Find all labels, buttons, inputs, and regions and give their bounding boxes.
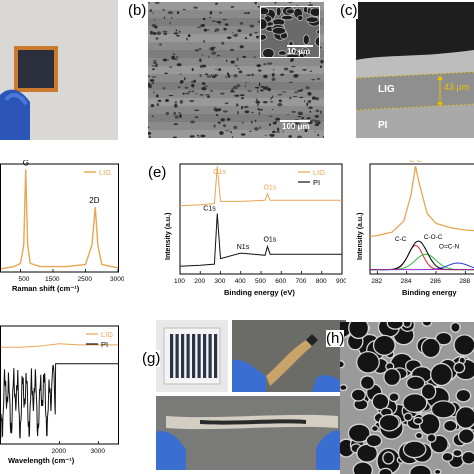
- xps-tick-label: 800: [316, 278, 327, 285]
- sem-cross-section-image: [356, 2, 474, 138]
- raman-chart: LIG G 2D 500 1500 2500 3000 Raman shift (cm⁻¹): [0, 160, 124, 300]
- raman-peak-label: G: [23, 160, 29, 167]
- thickness-label: 43 μm: [444, 82, 470, 92]
- panel-label-g: (g): [142, 350, 161, 367]
- layer-label-lig: LIG: [378, 84, 395, 95]
- photo-lig-sample-art: [0, 0, 118, 140]
- sem-cross-section-panel: LIG PI 43 μm: [356, 2, 474, 138]
- panel-label-c: (c): [340, 2, 358, 19]
- main-scale-label: 100 μm: [282, 122, 310, 131]
- sem-pores-panel: [340, 322, 474, 474]
- xps-line-lig: [179, 166, 342, 207]
- c1s-frame: [369, 163, 474, 275]
- xps-c1s-chart: C-C C-C C-O-C O=C-N 282 284 286 288 Intensity (…: [354, 160, 474, 300]
- c1s-peak-label: O=C-N: [439, 244, 460, 251]
- c1s-fit-ocn: [370, 262, 474, 271]
- panel-label-b: (b): [128, 2, 147, 19]
- xps-peak-label: C1s: [203, 206, 216, 213]
- c1s-peak-label: C-C: [409, 160, 421, 164]
- raman-tick-label: 3000: [110, 276, 124, 283]
- ftir-xlabel: Wavelength (cm⁻¹): [8, 456, 75, 465]
- c1s-tick-label: 282: [371, 278, 382, 285]
- xps-tick-label: 500: [255, 278, 266, 285]
- gloved-hand: [0, 89, 30, 140]
- ftir-chart: LIG PI 2000 3000 Wavelength (cm⁻¹): [0, 322, 124, 474]
- c1s-tick-label: 286: [430, 278, 441, 285]
- ftir-line-pi: [0, 363, 118, 439]
- xps-peak-label: O1s: [263, 237, 276, 244]
- c1s-fit-coc: [369, 253, 474, 271]
- raman-legend-label: LIG: [99, 168, 111, 177]
- layer-label-pi: PI: [378, 120, 388, 131]
- c1s-peak-label: C-O-C: [424, 234, 443, 241]
- xps-tick-label: 600: [275, 278, 286, 285]
- c1s-peak-label: C-C: [395, 236, 407, 243]
- photo-flexible-strip: [156, 396, 346, 470]
- xps-line-pi: [179, 213, 342, 267]
- sem-inset: 10 μm: [260, 6, 320, 58]
- main-scale-bar: [280, 120, 310, 122]
- raman-tick-label: 2500: [78, 276, 93, 283]
- panel-label-e: (e): [148, 164, 167, 181]
- panel-label-h: (h): [326, 330, 345, 347]
- ftir-legend-label-pi: PI: [101, 340, 108, 349]
- xps-tick-label: 300: [215, 278, 226, 285]
- sem-pores-image: [340, 322, 474, 474]
- xps-peak-label: N1s: [237, 244, 250, 251]
- c1s-line-lig: [369, 166, 474, 238]
- ftir-tick-label: 3000: [91, 448, 106, 455]
- xps-tick-label: 100: [174, 278, 185, 285]
- raman-tick-label: 500: [19, 276, 30, 283]
- ftir-tick-label: 2000: [52, 448, 67, 455]
- photo-lig-sample: [0, 0, 118, 140]
- raman-frame: [0, 163, 119, 273]
- raman-line-lig: [0, 169, 119, 270]
- device-photos: [156, 320, 346, 470]
- xps-c1s-plot: C-C C-C C-O-C O=C-N 282 284 286 288: [369, 160, 474, 285]
- xps-legend-label-pi: PI: [313, 178, 320, 187]
- xps-peak-label: C1s: [213, 169, 226, 176]
- xps-survey-chart: LIG PI C1s O1s C1s N1s O1s 100 200 300 400 500 600 70…: [160, 160, 346, 300]
- raman-tick-label: 1500: [45, 276, 60, 283]
- raman-xlabel: Raman shift (cm⁻¹): [12, 284, 80, 293]
- raman-peak-label: 2D: [89, 196, 99, 205]
- xps-tick-label: 900: [336, 278, 346, 285]
- xps-xlabel: Binding energy (eV): [224, 288, 295, 297]
- c1s-xlabel: Binding energy: [402, 288, 457, 297]
- lig-square: [18, 50, 54, 88]
- sem-surface-image: [148, 2, 324, 138]
- sem-surface-panel: 10 μm 100 μm: [148, 2, 324, 138]
- xps-tick-label: 700: [296, 278, 307, 285]
- c1s-ylabel: Intensity (a.u.): [357, 212, 364, 260]
- inset-scale-bar: [287, 45, 313, 47]
- sem-inset-image: [261, 7, 319, 57]
- xps-tick-label: 200: [194, 278, 205, 285]
- ftir-legend-label-lig: LIG: [101, 330, 113, 339]
- xps-ylabel: Intensity (a.u.): [165, 212, 172, 260]
- xps-peak-label: O1s: [263, 185, 276, 192]
- c1s-tick-label: 284: [401, 278, 412, 285]
- device-photos-panel: [156, 320, 346, 470]
- raman-plot: LIG G 2D 500 1500 2500 3000: [0, 160, 124, 283]
- ftir-line-lig: [1, 343, 118, 348]
- c1s-tick-label: 288: [459, 278, 470, 285]
- xps-tick-label: 400: [235, 278, 246, 285]
- inset-scale-label: 10 μm: [287, 47, 311, 56]
- xps-legend-label-lig: LIG: [313, 168, 325, 177]
